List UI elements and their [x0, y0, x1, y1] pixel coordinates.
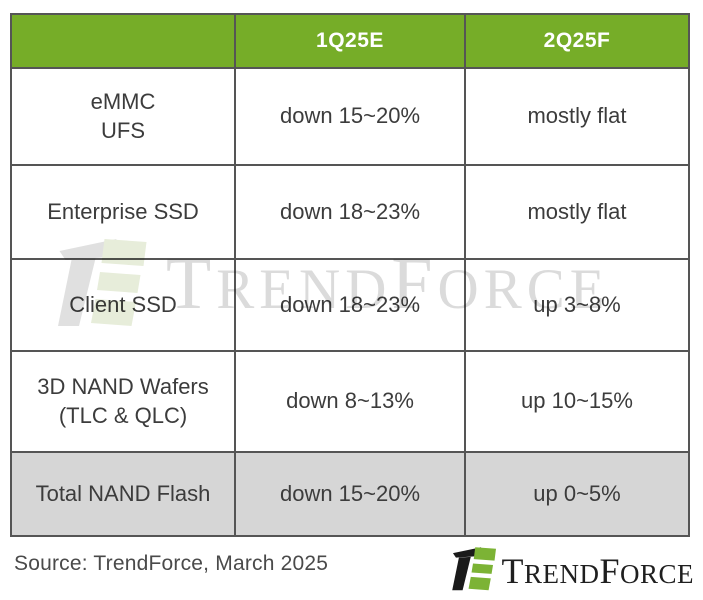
cell-client-ssd-2q25f: up 3~8%: [466, 260, 688, 350]
header-cell-blank: [12, 15, 234, 67]
header-cell-1q25e: 1Q25E: [236, 15, 464, 67]
cell-emmc-ufs-2q25f: mostly flat: [466, 69, 688, 164]
cell-total-nand-flash-1q25e: down 15~20%: [236, 453, 464, 535]
row-label-total-nand-flash: Total NAND Flash: [12, 453, 234, 535]
cell-emmc-ufs-1q25e: down 15~20%: [236, 69, 464, 164]
row-label-enterprise-ssd: Enterprise SSD: [12, 166, 234, 258]
header-cell-2q25f: 2Q25F: [466, 15, 688, 67]
nand-price-forecast-table: 1Q25E 2Q25F eMMC UFS down 15~20% mostly …: [10, 13, 690, 537]
source-attribution: Source: TrendForce, March 2025: [14, 552, 329, 575]
row-label-3d-nand-wafers: 3D NAND Wafers (TLC & QLC): [12, 352, 234, 451]
trendforce-logo: TRENDFORCE: [450, 544, 694, 597]
cell-enterprise-ssd-2q25f: mostly flat: [466, 166, 688, 258]
cell-client-ssd-1q25e: down 18~23%: [236, 260, 464, 350]
cell-3d-nand-wafers-1q25e: down 8~13%: [236, 352, 464, 451]
cell-enterprise-ssd-1q25e: down 18~23%: [236, 166, 464, 258]
row-label-emmc-ufs: eMMC UFS: [12, 69, 234, 164]
trendforce-logo-icon: [450, 544, 497, 597]
cell-total-nand-flash-2q25f: up 0~5%: [466, 453, 688, 535]
trendforce-wordmark: TRENDFORCE: [501, 550, 694, 591]
cell-3d-nand-wafers-2q25f: up 10~15%: [466, 352, 688, 451]
row-label-client-ssd: Client SSD: [12, 260, 234, 350]
